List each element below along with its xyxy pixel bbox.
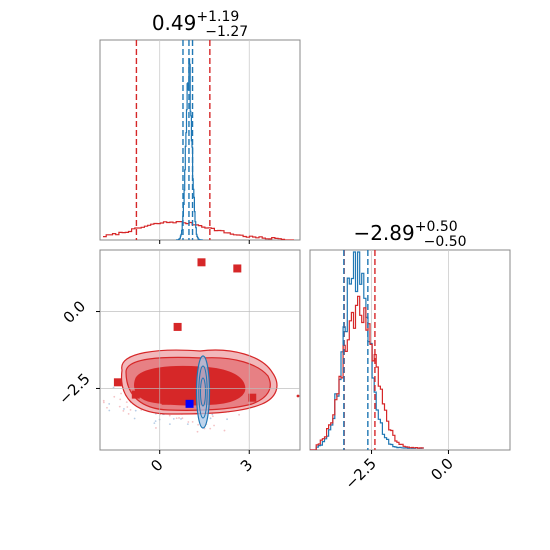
joint-sample-point [187, 421, 190, 423]
joint-red-marker [113, 378, 122, 387]
joint-sample-point [126, 406, 129, 408]
joint-sample-point [153, 422, 156, 425]
joint-sample-point [127, 412, 130, 415]
joint-sample-point [125, 401, 128, 404]
joint-sample-point [94, 409, 96, 411]
joint-sample-point [168, 414, 171, 417]
joint-sample-point [119, 398, 122, 401]
joint-red-marker [131, 390, 140, 399]
joint-red-marker [161, 396, 170, 405]
joint-x-tick-label: 0 [147, 456, 166, 475]
joint-sample-point [129, 408, 132, 411]
blue-contour-inner [200, 377, 206, 407]
joint-sample-point [180, 418, 182, 420]
joint-red-marker [173, 322, 182, 331]
joint-sample-point [226, 418, 228, 421]
joint-sample-point [196, 430, 199, 433]
p2-histogram-panel: −2.5 0.0 −2.89+0.50 −0.50 [309, 219, 511, 493]
joint-sample-point [102, 401, 105, 404]
joint-sample-point [197, 423, 199, 426]
p2-quantile-lines [343, 250, 376, 450]
joint-sample-point [238, 413, 241, 416]
joint-sample-point [106, 406, 108, 409]
joint-sample-point [178, 417, 180, 419]
p1-red-histogram [103, 221, 294, 240]
p1-title: 0.49+1.19 −1.27 [152, 9, 248, 40]
joint-sample-point [112, 386, 115, 389]
joint-sample-point [118, 405, 121, 408]
p1-quantile-lines [135, 40, 211, 240]
p1-title-minus: −1.27 [205, 24, 248, 40]
joint-sample-point [223, 429, 226, 432]
joint-sample-point [213, 424, 215, 427]
joint-x-tick-label: 3 [237, 456, 256, 475]
red-contour-inner-fill [134, 365, 246, 406]
joint-markers [113, 258, 257, 408]
joint-sample-point [186, 423, 189, 426]
joint-grid [100, 250, 300, 450]
p2-histogram-frame [309, 249, 511, 451]
joint-sample-point [168, 423, 171, 426]
joint-sample-point [122, 409, 125, 412]
joint-y-tick-label: −2.5 [55, 370, 93, 408]
p2-title-plus: +0.50 [415, 219, 458, 235]
joint-red-marker [233, 264, 242, 273]
joint-sample-point [113, 395, 116, 398]
p2-title: −2.89+0.50 −0.50 [353, 219, 466, 250]
joint-sample-point [123, 408, 125, 410]
joint-sample-point [134, 409, 137, 412]
joint-sample-point [175, 417, 178, 420]
joint-sample-point [155, 427, 157, 429]
joint-red-marker [197, 258, 206, 267]
joint-sample-point [181, 417, 184, 420]
joint-sample-point [102, 399, 105, 402]
p1-histogram-frame [99, 39, 301, 241]
p2-title-minus: −0.50 [424, 234, 467, 250]
p1-title-value: 0.49 [152, 11, 197, 35]
joint-sample-point [172, 417, 175, 420]
p1-histogram-panel: 0.49+1.19 −1.27 [99, 9, 301, 244]
joint-blue-marker [185, 399, 194, 408]
joint-sample-point [133, 417, 136, 420]
joint-sample-point [154, 420, 157, 423]
joint-sample-point [209, 427, 212, 430]
blue-contour-middle [198, 365, 208, 419]
joint-y-tick-label: 0.0 [60, 297, 90, 327]
joint-sample-point [120, 392, 122, 395]
joint-sample-point [191, 420, 194, 423]
blue-contours [195, 355, 211, 429]
joint-sample-point [209, 417, 212, 420]
joint-y-ticks: −2.5 0.0 [55, 297, 100, 408]
joint-outlier-point [296, 394, 300, 398]
p2-x-tick-label: 0.0 [427, 454, 457, 484]
joint-sample-point [212, 415, 214, 418]
p1-x-ticks [159, 240, 250, 244]
joint-sample-point [93, 402, 95, 404]
p2-title-value: −2.89 [353, 221, 414, 245]
joint-sample-point [82, 409, 84, 411]
joint-sample-point [211, 413, 214, 416]
joint-sample-point [108, 409, 111, 412]
p1-histogram-grid [159, 40, 250, 240]
p2-x-ticks: −2.5 0.0 [342, 450, 457, 493]
p1-title-plus: +1.19 [196, 9, 239, 25]
p2-x-tick-label: −2.5 [342, 454, 380, 492]
joint-sample-point [108, 403, 111, 405]
joint-red-marker [248, 393, 257, 402]
